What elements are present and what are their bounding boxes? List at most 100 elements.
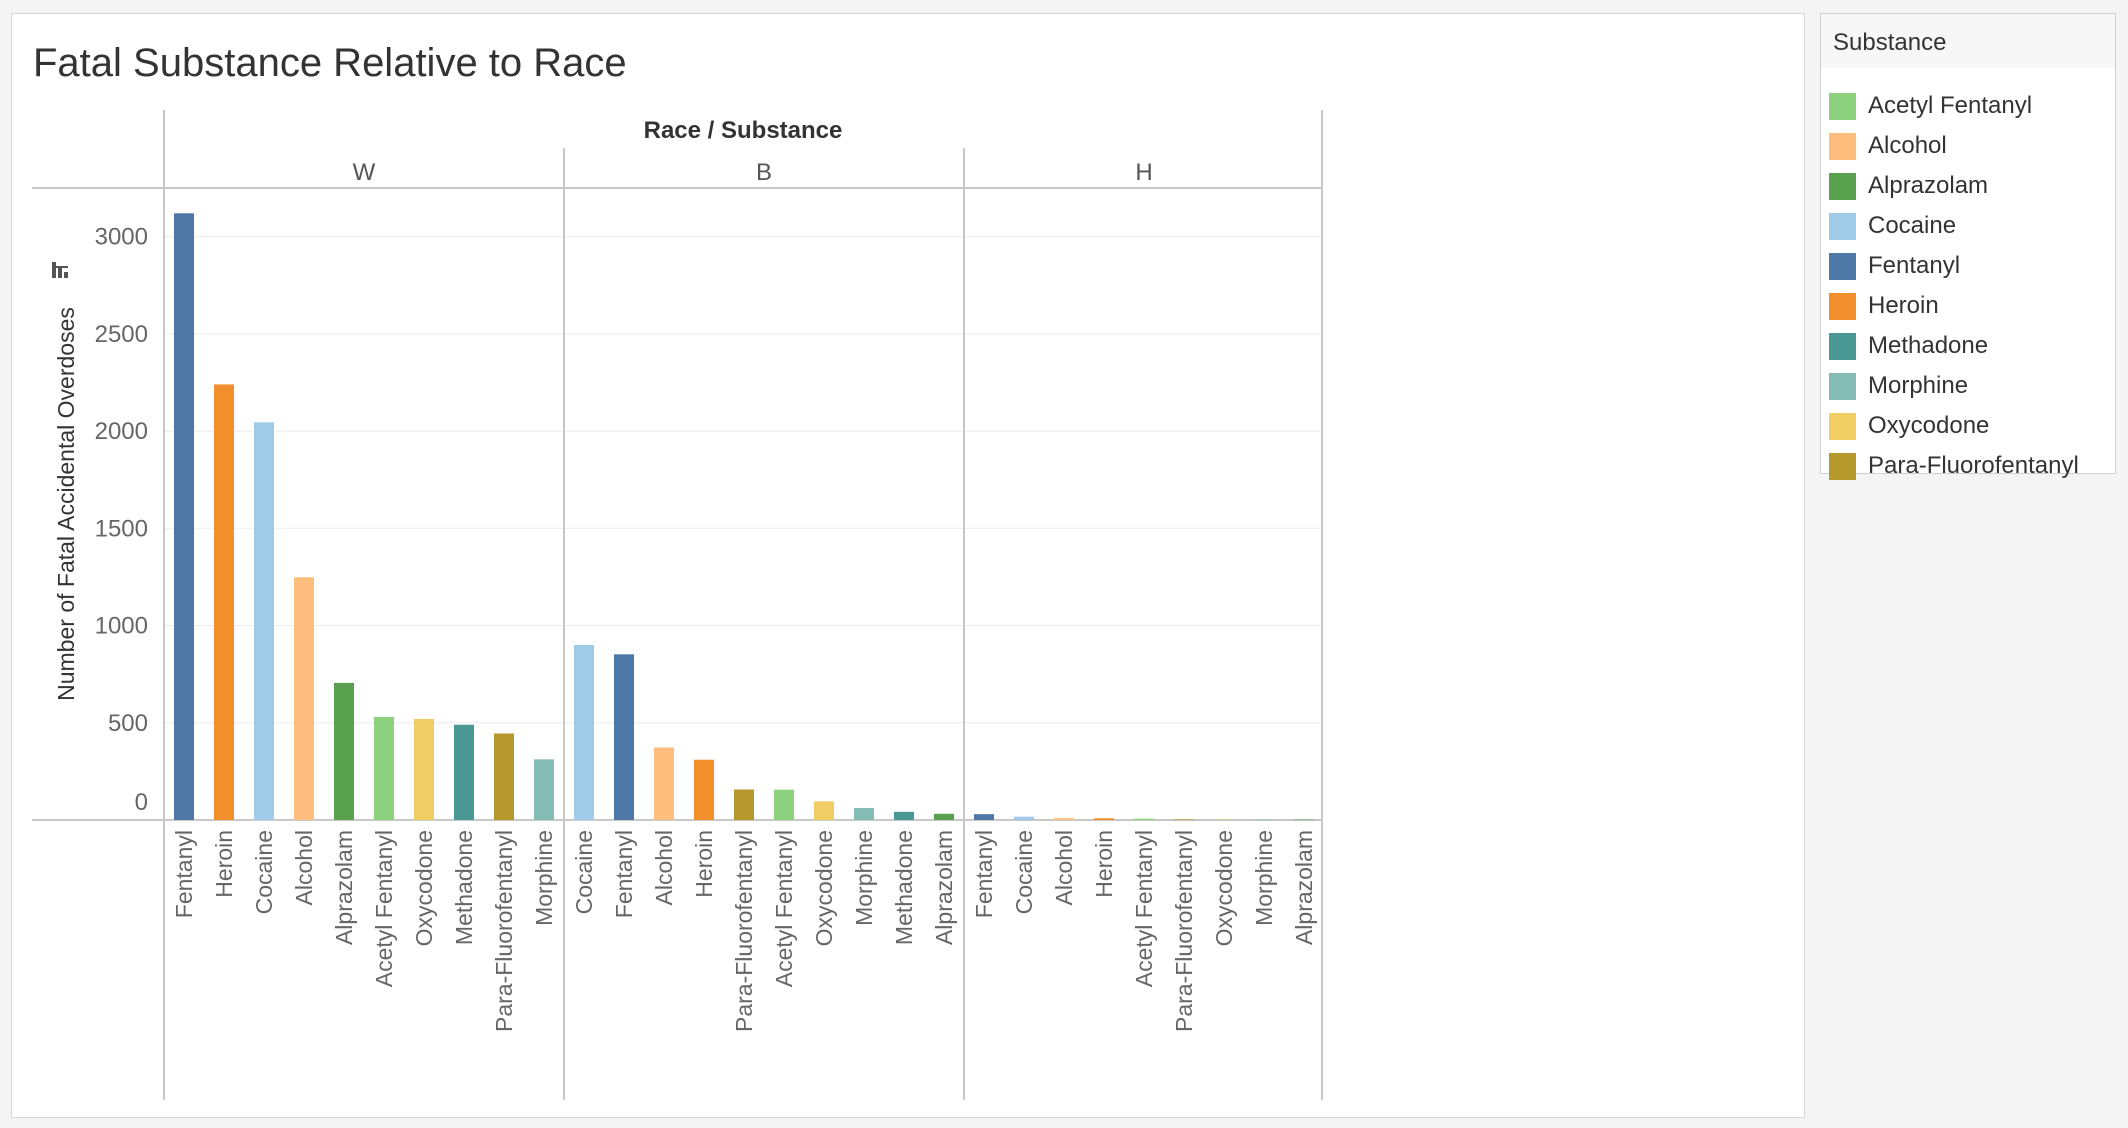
bar-b-heroin[interactable] <box>694 759 714 820</box>
legend-swatch <box>1829 252 1856 280</box>
bar-w-acetyl-fentanyl[interactable] <box>374 716 394 820</box>
legend-item-oxycodone[interactable]: Oxycodone <box>1829 406 1989 446</box>
x-tick-label: Alcohol <box>651 830 677 905</box>
legend-label: Acetyl Fentanyl <box>1868 92 2033 119</box>
panel-label-h: H <box>1135 159 1152 186</box>
legend-swatch <box>1829 412 1856 440</box>
x-tick-label: Para-Fluorofentanyl <box>1171 830 1197 1032</box>
bar-b-cocaine[interactable] <box>574 644 594 820</box>
x-tick-label: Methadone <box>891 830 917 945</box>
bar-b-methadone[interactable] <box>894 811 914 820</box>
x-tick-label: Acetyl Fentanyl <box>1131 830 1157 987</box>
legend-swatch <box>1829 172 1856 200</box>
sort-icon[interactable] <box>52 262 68 278</box>
x-tick-label: Morphine <box>851 830 877 926</box>
x-tick-label: Cocaine <box>1011 830 1037 914</box>
legend-item-alprazolam[interactable]: Alprazolam <box>1829 166 1988 206</box>
bar-w-methadone[interactable] <box>454 724 474 820</box>
legend-label: Oxycodone <box>1868 412 1990 439</box>
bar-w-morphine[interactable] <box>534 759 554 820</box>
bar-chart: Fatal Substance Relative to Race Race / S… <box>32 41 1323 1100</box>
bar-w-alprazolam[interactable] <box>334 682 354 820</box>
legend-swatch <box>1829 292 1856 320</box>
x-tick-label: Alprazolam <box>1291 830 1317 945</box>
y-axis-label: Number of Fatal Accidental Overdoses <box>53 307 79 701</box>
bar-h-alcohol[interactable] <box>1054 818 1074 820</box>
x-tick-label: Heroin <box>691 830 717 898</box>
x-tick-label: Oxycodone <box>811 830 837 946</box>
chart-title: Fatal Substance Relative to Race <box>33 41 627 85</box>
bar-w-alcohol[interactable] <box>294 577 314 820</box>
legend-swatch <box>1829 332 1856 360</box>
x-tick-label: Fentanyl <box>611 830 637 918</box>
x-tick-label: Alprazolam <box>931 830 957 945</box>
bar-w-fentanyl[interactable] <box>174 213 194 820</box>
x-tick-label: Heroin <box>1091 830 1117 898</box>
y-tick-label: 2500 <box>95 321 148 348</box>
y-tick-label: 3000 <box>95 224 148 251</box>
x-tick-label: Para-Fluorofentanyl <box>491 830 517 1032</box>
x-tick-label: Heroin <box>211 830 237 898</box>
legend-label: Morphine <box>1868 372 1969 399</box>
bar-h-fentanyl[interactable] <box>974 814 994 820</box>
x-tick-label: Alprazolam <box>331 830 357 945</box>
x-tick-label: Acetyl Fentanyl <box>771 830 797 987</box>
x-tick-label: Morphine <box>1251 830 1277 926</box>
legend-swatch <box>1829 212 1856 240</box>
bar-b-para-fluorofentanyl[interactable] <box>734 789 754 820</box>
legend-swatch <box>1829 132 1856 160</box>
legend-label: Fentanyl <box>1868 252 1961 279</box>
legend-item-heroin[interactable]: Heroin <box>1829 286 1939 326</box>
legend-item-acetyl-fentanyl[interactable]: Acetyl Fentanyl <box>1829 86 2032 126</box>
y-tick-label: 1000 <box>95 613 148 640</box>
legend-label: Alcohol <box>1868 132 1947 159</box>
bar-b-alprazolam[interactable] <box>934 813 954 820</box>
legend-swatch <box>1829 452 1856 480</box>
bar-b-fentanyl[interactable] <box>614 654 634 820</box>
y-tick-label: 2000 <box>95 418 148 445</box>
legend-item-fentanyl[interactable]: Fentanyl <box>1829 246 1960 286</box>
bar-b-alcohol[interactable] <box>654 747 674 820</box>
panel-label-w: W <box>353 159 376 186</box>
legend-swatch <box>1829 92 1856 120</box>
y-tick-label: 0 <box>135 789 148 816</box>
legend-item-para-fluorofentanyl[interactable]: Para-Fluorofentanyl <box>1829 446 2079 486</box>
legend: Substance Acetyl Fentanyl Alcohol Alprazol… <box>1820 13 2116 480</box>
x-tick-label: Fentanyl <box>971 830 997 918</box>
legend-swatch <box>1829 372 1856 400</box>
bar-b-acetyl-fentanyl[interactable] <box>774 789 794 820</box>
bar-h-acetyl-fentanyl[interactable] <box>1134 818 1154 820</box>
y-tick-label: 1500 <box>95 515 148 542</box>
y-tick-label: 500 <box>108 710 148 737</box>
legend-label: Cocaine <box>1868 212 1957 239</box>
bar-h-cocaine[interactable] <box>1014 816 1034 820</box>
x-tick-label: Alcohol <box>1051 830 1077 905</box>
legend-item-methadone[interactable]: Methadone <box>1829 326 1988 366</box>
x-tick-label: Oxycodone <box>411 830 437 946</box>
x-tick-label: Oxycodone <box>1211 830 1237 946</box>
legend-item-morphine[interactable]: Morphine <box>1829 366 1968 406</box>
bar-w-cocaine[interactable] <box>254 422 274 820</box>
legend-label: Para-Fluorofentanyl <box>1868 452 2079 479</box>
x-tick-label: Alcohol <box>291 830 317 905</box>
legend-label: Methadone <box>1868 332 1989 359</box>
bar-w-oxycodone[interactable] <box>414 718 434 820</box>
legend-title: Substance <box>1821 14 2115 68</box>
chart-panel: Fatal Substance Relative to Race Race / S… <box>11 13 1805 1118</box>
bar-h-heroin[interactable] <box>1094 818 1114 820</box>
x-tick-label: Para-Fluorofentanyl <box>731 830 757 1032</box>
legend-label: Heroin <box>1868 292 1939 319</box>
panel-label-b: B <box>756 159 772 186</box>
x-tick-label: Cocaine <box>571 830 597 914</box>
x-tick-label: Methadone <box>451 830 477 945</box>
x-tick-label: Fentanyl <box>171 830 197 918</box>
legend-item-cocaine[interactable]: Cocaine <box>1829 206 1956 246</box>
bar-w-para-fluorofentanyl[interactable] <box>494 733 514 820</box>
bar-b-oxycodone[interactable] <box>814 801 834 820</box>
bar-h-para-fluorofentanyl[interactable] <box>1174 819 1194 820</box>
bar-b-morphine[interactable] <box>854 807 874 820</box>
x-tick-label: Acetyl Fentanyl <box>371 830 397 987</box>
legend-label: Alprazolam <box>1868 172 1989 199</box>
legend-item-alcohol[interactable]: Alcohol <box>1829 126 1947 166</box>
bar-w-heroin[interactable] <box>214 384 234 820</box>
